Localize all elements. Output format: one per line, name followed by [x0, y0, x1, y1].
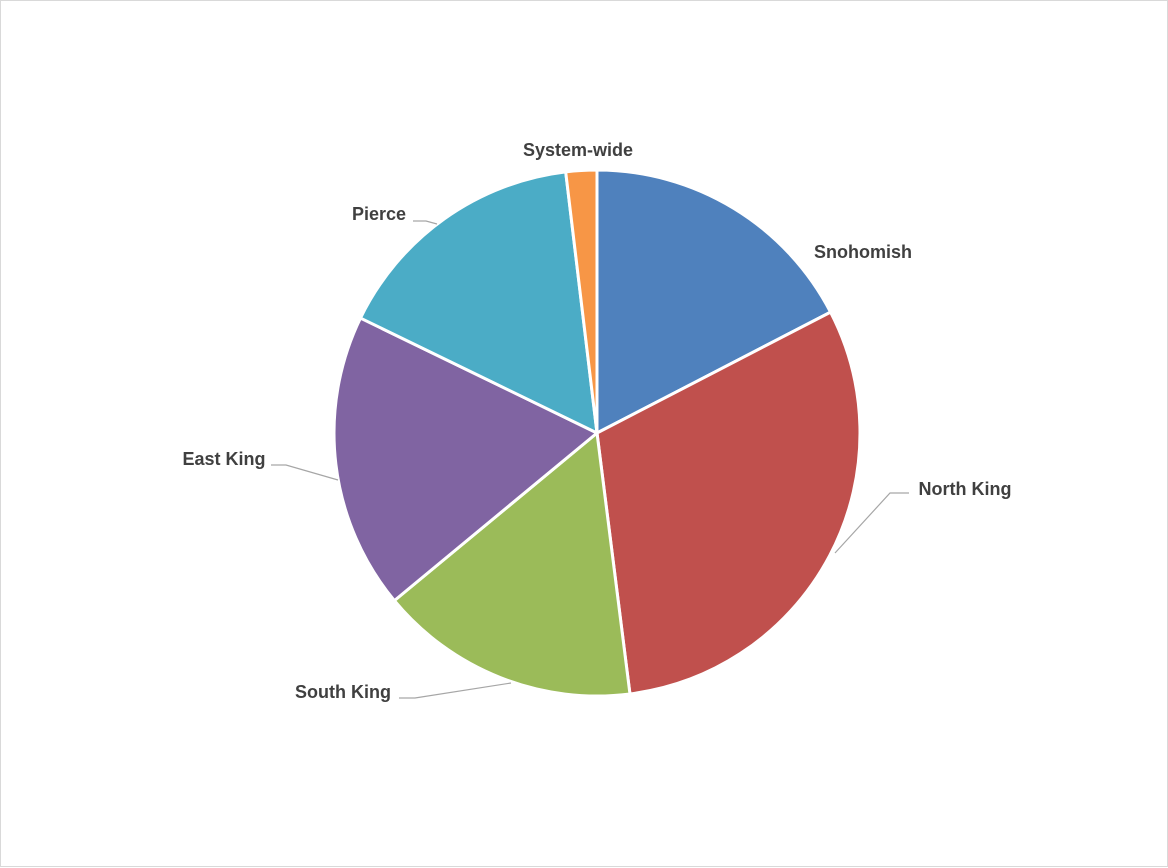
leader-line-south-king [399, 682, 512, 699]
leader-line-east-king [271, 464, 339, 481]
leader-line-pierce [413, 220, 438, 225]
slices-layer [332, 168, 862, 698]
pie-slice-east-king [332, 316, 599, 603]
labels-layer: Snohomish North King South King East King Pi… [182, 140, 1011, 702]
pie-slice-system-wide [564, 168, 599, 435]
slice-label-system-wide: System-wide [523, 140, 633, 160]
slice-label-south-king: South King [295, 682, 391, 702]
slice-label-north-king: North King [919, 479, 1012, 499]
slice-label-snohomish: Snohomish [814, 242, 912, 262]
pie-slice-south-king [392, 431, 632, 698]
pie-slice-snohomish [595, 168, 833, 435]
pie-slice-north-king [595, 310, 862, 696]
slice-label-east-king: East King [182, 449, 265, 469]
pie-slice-pierce [358, 170, 599, 435]
leader-lines-layer [271, 220, 909, 699]
slice-label-pierce: Pierce [352, 204, 406, 224]
leader-line-north-king [834, 492, 909, 554]
